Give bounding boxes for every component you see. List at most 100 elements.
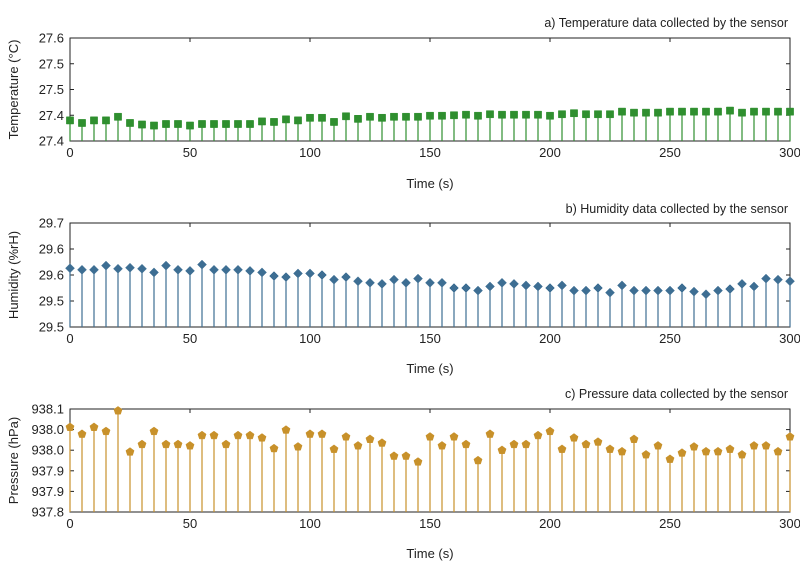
data-point (546, 111, 554, 120)
data-point (510, 110, 518, 119)
data-point (365, 277, 375, 288)
x-tick-label: 0 (66, 331, 73, 346)
data-point (774, 107, 782, 116)
x-tick-label: 300 (779, 516, 800, 531)
data-point (317, 270, 327, 280)
data-point (594, 110, 602, 119)
data-point (509, 439, 519, 449)
data-point (318, 113, 326, 122)
data-point (665, 454, 675, 463)
data-point (413, 273, 423, 284)
data-point (281, 425, 291, 434)
data-point (101, 260, 111, 271)
y-tick-label: 29.5 (39, 320, 64, 335)
data-point (714, 107, 722, 116)
data-point (557, 444, 567, 453)
data-point (209, 430, 219, 440)
data-point (557, 280, 567, 291)
y-axis-label: Humidity (%rH) (6, 231, 21, 319)
data-point (173, 264, 183, 275)
data-point (353, 441, 363, 450)
data-point (701, 289, 711, 300)
data-point (761, 441, 771, 450)
data-point (449, 283, 459, 293)
data-series (65, 406, 795, 512)
data-point (474, 111, 482, 120)
data-point (149, 267, 159, 278)
data-point (521, 439, 531, 449)
data-point (498, 110, 506, 119)
data-point (437, 441, 447, 450)
x-tick-label: 200 (539, 145, 561, 160)
y-tick-label: 29.6 (39, 268, 64, 283)
y-tick-label: 29.7 (39, 216, 64, 231)
data-point (390, 112, 398, 121)
data-point (89, 264, 99, 275)
data-point (605, 287, 615, 298)
data-point (641, 450, 651, 459)
data-point (282, 115, 290, 124)
data-point (581, 439, 591, 449)
data-point (762, 107, 770, 116)
data-point (629, 285, 639, 296)
y-tick-label: 937.9 (31, 484, 64, 499)
data-series (66, 106, 794, 141)
data-point (137, 439, 147, 449)
data-point (125, 447, 135, 456)
data-point (450, 111, 458, 120)
data-point (185, 441, 195, 450)
data-point (174, 120, 182, 128)
data-point (618, 107, 626, 116)
data-point (330, 118, 338, 126)
data-point (113, 406, 123, 415)
data-point (617, 446, 627, 456)
data-point (281, 272, 291, 282)
x-tick-label: 200 (539, 331, 561, 346)
data-point (497, 277, 507, 288)
y-tick-label: 937.8 (31, 505, 64, 520)
data-point (485, 281, 495, 292)
data-point (690, 107, 698, 116)
data-point (102, 116, 110, 125)
data-point (773, 274, 783, 285)
x-tick-label: 0 (66, 516, 73, 531)
data-point (689, 442, 699, 451)
data-point (221, 264, 231, 275)
data-point (378, 113, 386, 122)
data-point (258, 117, 266, 126)
data-point (78, 119, 86, 127)
data-point (269, 271, 279, 281)
data-point (473, 285, 483, 296)
data-point (329, 274, 339, 285)
data-point (257, 267, 267, 278)
x-tick-label: 150 (419, 145, 441, 160)
data-point (581, 285, 591, 296)
data-point (425, 432, 435, 441)
data-point (197, 259, 207, 270)
data-point (785, 432, 795, 441)
data-point (66, 116, 74, 125)
data-point (77, 429, 87, 438)
x-tick-label: 50 (183, 516, 197, 531)
data-point (389, 274, 399, 285)
data-point (125, 262, 135, 273)
data-point (677, 283, 687, 293)
data-point (522, 110, 530, 119)
data-point (305, 268, 315, 279)
y-tick-label: 937.9 (31, 463, 64, 478)
data-point (138, 120, 146, 129)
data-point (725, 284, 735, 294)
data-point (101, 426, 111, 436)
data-point (90, 116, 98, 125)
data-point (413, 457, 423, 466)
y-tick-label: 27.4 (39, 108, 64, 123)
data-point (305, 429, 315, 438)
data-point (150, 121, 158, 130)
chart-title: b) Humidity data collected by the sensor (566, 202, 788, 216)
data-point (761, 273, 771, 284)
data-point (342, 112, 350, 121)
x-tick-label: 300 (779, 145, 800, 160)
data-series (65, 259, 795, 327)
y-tick-label: 938.0 (31, 422, 64, 437)
data-point (317, 429, 327, 438)
